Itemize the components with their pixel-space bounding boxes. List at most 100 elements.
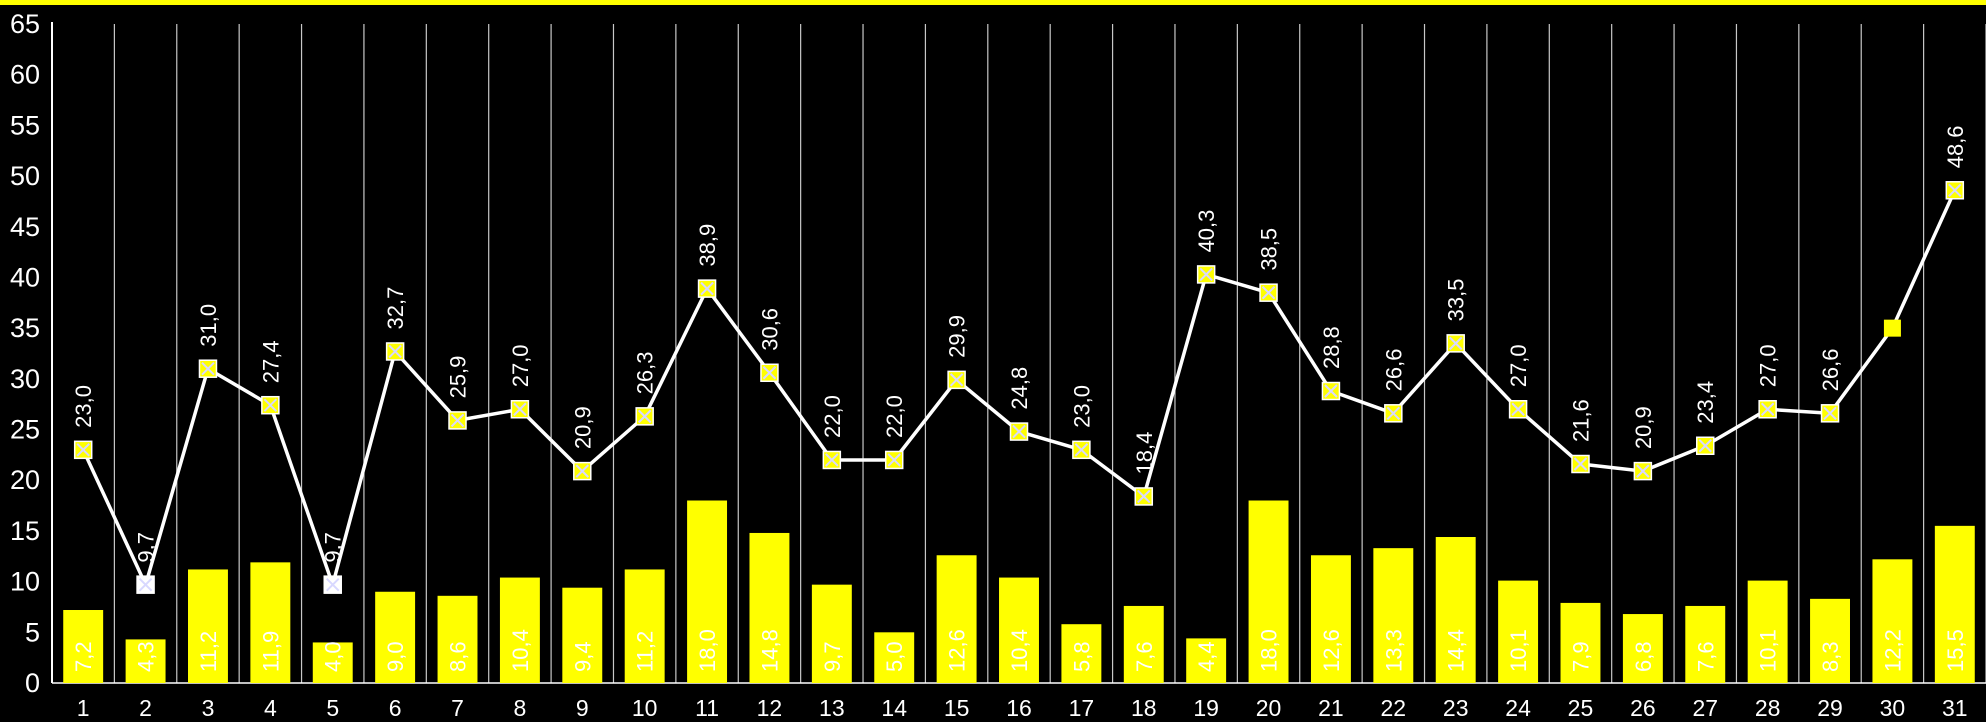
bar-data-label: 8,3 (1818, 641, 1843, 672)
line-marker-cross (1636, 464, 1650, 478)
y-tick-label: 20 (10, 465, 40, 495)
line-data-label: 27,0 (508, 344, 533, 387)
top-border (0, 0, 1986, 5)
x-tick-label: 20 (1256, 695, 1282, 721)
line-marker-cross (637, 409, 652, 424)
x-tick-label: 5 (326, 695, 339, 721)
x-tick-label: 12 (757, 695, 783, 721)
line-data-label: 48,6 (1943, 125, 1968, 168)
line-point (1696, 436, 1715, 456)
line-data-label: 18,4 (1132, 432, 1157, 475)
line-data-label: 21,6 (1568, 399, 1593, 442)
line-point (1321, 381, 1341, 401)
line-marker-cross (1386, 406, 1401, 421)
bar (1872, 559, 1913, 683)
bar (1498, 580, 1539, 683)
line-point (635, 407, 654, 426)
x-tick-label: 1 (77, 695, 90, 721)
line-data-label: 38,9 (695, 224, 720, 267)
line-marker-cross (1698, 439, 1712, 453)
line-point (697, 279, 717, 298)
line-marker-cross (513, 402, 527, 416)
y-tick-label: 15 (10, 516, 40, 546)
line-data-label: 23,4 (1693, 381, 1718, 424)
x-tick-label: 7 (451, 695, 464, 721)
x-tick-label: 30 (1880, 695, 1906, 721)
line-point (1259, 283, 1278, 302)
line-marker-cross (1324, 384, 1338, 398)
line-marker-cross (388, 344, 402, 359)
bar (1810, 598, 1850, 683)
bar (624, 569, 665, 683)
line-data-label: 26,3 (633, 352, 658, 395)
line-data-label: 38,5 (1257, 228, 1282, 271)
bar (999, 577, 1039, 683)
line-data-label: 32,7 (383, 287, 408, 330)
line-marker-cross (1449, 336, 1463, 351)
line-point (1446, 334, 1465, 353)
bar (687, 500, 728, 683)
bar-data-label: 7,6 (1693, 641, 1718, 672)
line-data-label: 27,0 (1756, 344, 1781, 387)
line-point (1009, 422, 1029, 441)
line-point (947, 370, 966, 390)
line-point (822, 450, 842, 470)
bar (1248, 500, 1289, 683)
x-tick-label: 16 (1006, 695, 1032, 721)
bar-data-label: 4,4 (1194, 641, 1219, 672)
line-marker-cross (263, 398, 278, 412)
line-data-label: 33,5 (1444, 279, 1469, 322)
bar-data-label: 12,2 (1880, 629, 1905, 672)
line-point (1384, 404, 1403, 423)
line-data-label: 22,0 (882, 395, 907, 438)
bar-data-label: 4,3 (134, 641, 159, 672)
bar-data-label: 9,7 (820, 641, 845, 672)
x-tick-label: 15 (944, 695, 970, 721)
bar-data-label: 11,9 (258, 631, 283, 672)
bar-data-label: 7,2 (71, 641, 96, 672)
line-data-label: 20,9 (1631, 406, 1656, 449)
bar-data-label: 9,0 (383, 641, 408, 672)
line-data-label: 29,9 (945, 315, 970, 358)
line-marker-cross (1074, 443, 1089, 457)
y-tick-label: 40 (10, 262, 40, 292)
y-tick-label: 25 (10, 415, 40, 445)
bar (499, 577, 540, 683)
bar-data-label: 5,0 (882, 641, 907, 672)
extra-marker (1883, 319, 1901, 337)
bar-data-label: 13,3 (1381, 629, 1406, 672)
line-marker-cross (1137, 489, 1151, 504)
line-point (385, 342, 405, 361)
y-tick-label: 55 (10, 110, 40, 140)
x-tick-label: 18 (1131, 695, 1157, 721)
bar (1186, 638, 1227, 683)
line-marker-cross (1760, 402, 1775, 416)
bar-data-label: 6,8 (1631, 641, 1656, 672)
line-point (510, 400, 530, 419)
line-marker-cross (1573, 457, 1588, 471)
line-point (198, 359, 218, 378)
line-marker-cross (1823, 406, 1837, 421)
line-data-label: 9,7 (134, 532, 159, 563)
x-tick-label: 10 (632, 695, 658, 721)
line-point (1196, 265, 1216, 284)
bar-data-label: 14,4 (1444, 629, 1469, 672)
line-point (448, 411, 467, 430)
line-point (1134, 487, 1154, 506)
x-tick-label: 28 (1755, 695, 1781, 721)
line-data-label: 31,0 (196, 304, 221, 347)
line-marker-cross (825, 453, 839, 467)
y-tick-label: 35 (10, 313, 40, 343)
line-point (573, 461, 592, 481)
bar-data-label: 15,5 (1943, 629, 1968, 672)
bar-data-label: 18,0 (1257, 629, 1282, 672)
x-tick-label: 6 (389, 695, 402, 721)
bar (188, 569, 228, 683)
bar (1934, 525, 1975, 683)
line-marker-cross (76, 443, 90, 457)
line-point (1945, 181, 1965, 200)
line-marker-cross (1511, 402, 1525, 416)
bar (63, 610, 104, 683)
bar-data-label: 11,2 (633, 631, 658, 672)
y-tick-label: 30 (10, 364, 40, 394)
